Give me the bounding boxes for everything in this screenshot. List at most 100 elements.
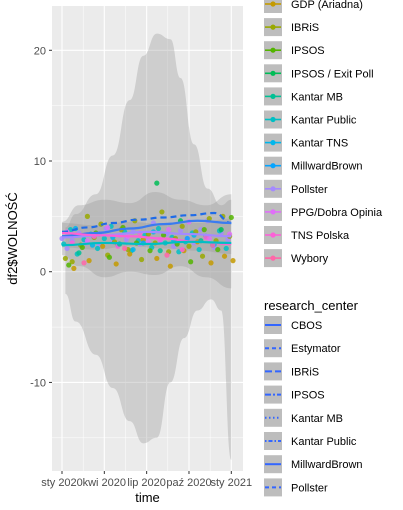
data-point bbox=[160, 232, 167, 238]
legend-label: IPSOS / Exit Poll bbox=[291, 68, 374, 80]
data-point bbox=[101, 235, 107, 242]
data-point bbox=[66, 262, 72, 268]
data-point bbox=[130, 246, 136, 253]
legend-label: Wybory bbox=[291, 253, 329, 265]
data-point bbox=[228, 214, 234, 221]
data-point bbox=[122, 245, 128, 252]
legend-label: Kantar MB bbox=[291, 413, 343, 425]
legend-key bbox=[264, 362, 282, 381]
data-point bbox=[230, 258, 236, 264]
legend-label: CBOS bbox=[291, 320, 322, 332]
legend-label: IPSOS bbox=[291, 45, 325, 57]
data-point bbox=[79, 244, 85, 250]
data-point bbox=[179, 223, 185, 229]
data-point bbox=[201, 227, 207, 233]
y-axis-title: df2$WOLNOŚĆ bbox=[5, 192, 20, 284]
x-axis-title: time bbox=[135, 490, 160, 505]
data-point bbox=[188, 259, 194, 265]
legend-point bbox=[270, 116, 276, 123]
data-point bbox=[147, 248, 153, 254]
data-point bbox=[184, 235, 190, 242]
x-tick-label: kwi 2020 bbox=[83, 477, 126, 489]
legend-label: PPG/Dobra Opinia bbox=[291, 207, 383, 219]
legend-label: Kantar Public bbox=[291, 436, 357, 448]
data-point bbox=[138, 256, 145, 263]
legend-label: MillwardBrown bbox=[291, 459, 363, 471]
data-point bbox=[157, 248, 163, 254]
data-point bbox=[64, 245, 70, 252]
data-point bbox=[215, 246, 221, 253]
data-point bbox=[106, 254, 113, 260]
data-point bbox=[76, 250, 82, 256]
legend-label: Estymator bbox=[291, 343, 341, 355]
legend-point bbox=[270, 255, 276, 261]
legend-point bbox=[270, 47, 276, 53]
smooth-line bbox=[61, 219, 232, 238]
data-point bbox=[100, 243, 106, 249]
confidence-band-wide bbox=[65, 33, 232, 460]
y-tick-label: 0 bbox=[40, 267, 46, 279]
colour-legend: GDP (Ariadna) IBRiS IPSOS IPSOS / Exit Poll… bbox=[264, 0, 383, 268]
data-point bbox=[203, 234, 209, 240]
legend-key bbox=[264, 432, 282, 450]
legend-label: GDP (Ariadna) bbox=[291, 0, 363, 11]
data-point bbox=[208, 260, 214, 266]
x-tick-label: lip 2020 bbox=[127, 477, 166, 489]
y-tick-label: 10 bbox=[34, 156, 46, 168]
legend-point bbox=[270, 93, 276, 99]
data-point bbox=[155, 225, 162, 232]
data-point bbox=[164, 252, 170, 258]
legend-label: IPSOS bbox=[291, 390, 325, 402]
data-point bbox=[71, 265, 77, 271]
data-point bbox=[154, 255, 160, 262]
legend-point bbox=[270, 163, 276, 169]
smooth-lines bbox=[61, 211, 232, 247]
legend-point bbox=[270, 209, 276, 215]
data-point bbox=[206, 215, 212, 222]
data-point bbox=[177, 228, 184, 234]
y-axis-ticks: -10 0 10 20 bbox=[30, 45, 52, 389]
legend-label: IBRiS bbox=[291, 22, 319, 34]
legend-label: Kantar MB bbox=[291, 91, 343, 103]
data-point bbox=[113, 261, 119, 267]
legend-label: Kantar Public bbox=[291, 115, 357, 127]
data-point bbox=[179, 246, 185, 253]
data-point bbox=[186, 243, 192, 249]
legend-point bbox=[270, 24, 276, 30]
legend-point bbox=[270, 70, 276, 76]
data-point bbox=[166, 227, 172, 233]
data-point bbox=[84, 213, 90, 219]
data-point bbox=[105, 224, 111, 231]
data-point bbox=[159, 209, 165, 215]
legend-point bbox=[270, 140, 276, 146]
x-tick-label: sty 2020 bbox=[41, 477, 83, 489]
data-point bbox=[127, 251, 133, 257]
linetype-legend: research_center CBOS Estymator IBRiS IPSOS K… bbox=[264, 298, 363, 497]
data-point bbox=[86, 258, 92, 264]
data-point bbox=[221, 253, 228, 259]
x-tick-label: sty 2021 bbox=[211, 477, 253, 489]
legend-label: Pollster bbox=[291, 482, 328, 494]
data-point bbox=[69, 259, 75, 265]
legend-label: IBRiS bbox=[291, 366, 319, 378]
data-point bbox=[167, 263, 173, 269]
smooth-line bbox=[61, 240, 232, 247]
data-point bbox=[81, 260, 87, 266]
legend-label: Kantar TNS bbox=[291, 138, 348, 150]
x-tick-label: paź 2020 bbox=[166, 477, 211, 489]
data-point bbox=[196, 246, 202, 253]
legend-point bbox=[270, 186, 276, 192]
data-point bbox=[62, 255, 68, 262]
data-point bbox=[94, 245, 101, 252]
y-tick-label: 20 bbox=[34, 45, 46, 57]
data-point bbox=[223, 245, 229, 252]
legend-label: MillwardBrown bbox=[291, 161, 363, 173]
data-point bbox=[84, 238, 90, 244]
data-point bbox=[154, 180, 160, 186]
data-point bbox=[199, 253, 206, 259]
y-tick-label: -10 bbox=[30, 377, 46, 389]
legend-title: research_center bbox=[264, 298, 359, 313]
legend-point bbox=[270, 1, 276, 7]
